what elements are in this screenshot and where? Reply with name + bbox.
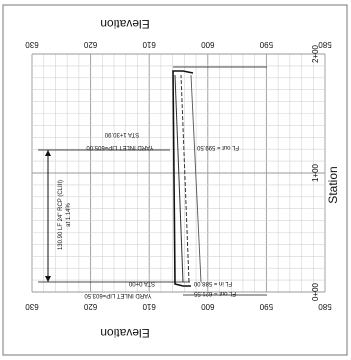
grid-lines <box>31 53 326 293</box>
pipe-dimension <box>38 149 190 283</box>
pipe-profile <box>172 66 267 296</box>
elevation-label-top: Elevation <box>100 17 149 31</box>
pipe-invert-line <box>180 74 190 283</box>
elev-tick-top: 580 <box>318 40 332 49</box>
lower-inlet-sta: STA 0+00 <box>128 280 155 286</box>
pipe-desc-line2: at 1.14% <box>66 202 72 226</box>
profile-plot <box>172 66 267 296</box>
station-label: Station <box>326 166 340 203</box>
station-tick: 0+00 <box>311 282 320 301</box>
annotations: STA 1+30.90 YARD INLET LIP=605.00 FL out… <box>58 131 239 298</box>
elev-tick-bottom: 630 <box>25 302 39 311</box>
lower-fl-in: FL in = 588.00 <box>193 280 232 286</box>
station-tick: 2+00 <box>311 44 320 63</box>
structure-outline <box>172 70 194 287</box>
station-tick: 1+00 <box>311 163 320 182</box>
elevation-label-bottom: Elevation <box>100 326 149 340</box>
elev-tick-top: 590 <box>259 40 273 49</box>
upper-inlet-sta: STA 1+30.90 <box>104 131 139 137</box>
elev-tick-top: 600 <box>201 40 215 49</box>
elev-tick-bottom: 620 <box>83 302 97 311</box>
elev-tick-bottom: 600 <box>201 302 215 311</box>
upper-fl-out: FL out = 599.50 <box>196 144 239 150</box>
elev-tick-bottom: 580 <box>318 302 332 311</box>
dimension-arrow-top <box>45 150 51 156</box>
elev-tick-bottom: 590 <box>259 302 273 311</box>
lower-fl-out: FL out = 621.55 <box>193 290 236 296</box>
elev-tick-top: 610 <box>142 40 156 49</box>
pipe-desc-line1: 130.90 LF 24" RCP (CLIII) <box>58 180 64 250</box>
upper-inlet: YARD INLET LIP=605.00 <box>86 144 154 150</box>
elev-tick-top: 620 <box>83 40 97 49</box>
ground-line <box>190 74 202 283</box>
dimension-arrow-bottom <box>45 276 51 282</box>
elev-tick-bottom: 610 <box>142 302 156 311</box>
lower-inlet: YARD INLET LIP=603.50 <box>84 292 152 298</box>
elev-tick-top: 630 <box>25 40 39 49</box>
drawing-border <box>2 4 348 356</box>
pipe-crown-line <box>174 74 184 283</box>
